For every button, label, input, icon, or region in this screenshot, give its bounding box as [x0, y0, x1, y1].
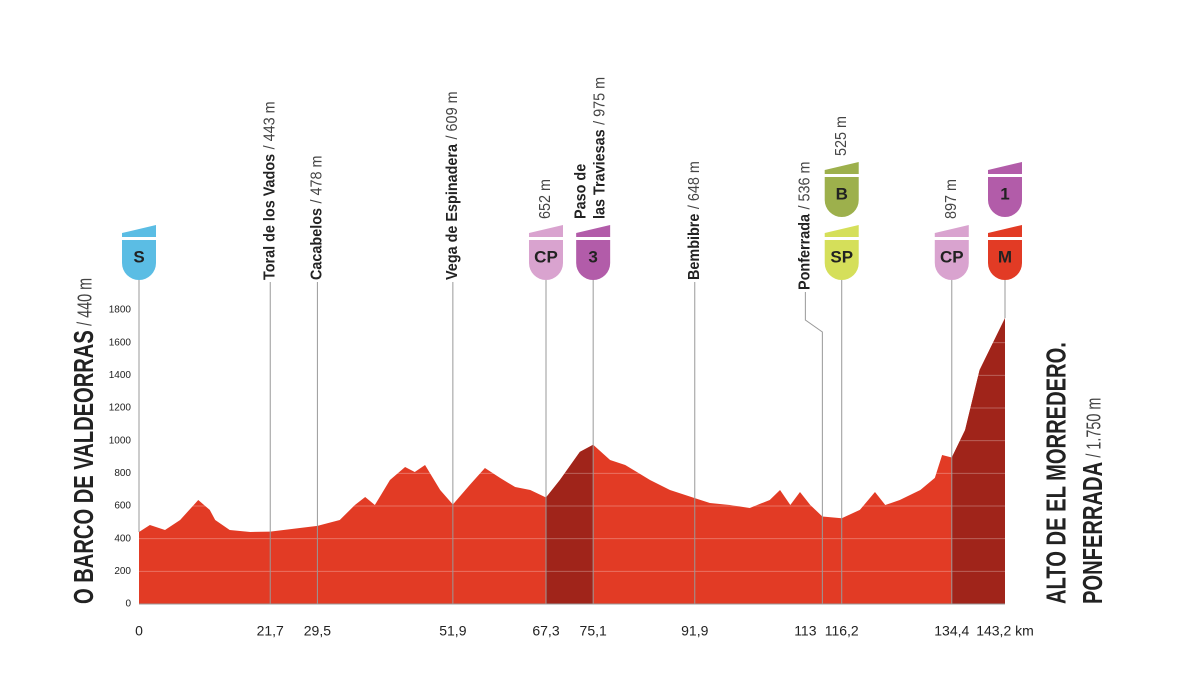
- y-tick-label: 200: [114, 566, 131, 577]
- x-tick-label: 134,4: [934, 623, 969, 639]
- climb-segment: [545, 444, 594, 604]
- x-tick-label: 29,5: [304, 623, 331, 639]
- waypoint-name: las Traviesas: [591, 129, 609, 219]
- badge-label: M: [998, 247, 1012, 266]
- waypoint-label: Ponferrada / 536 m: [796, 161, 814, 290]
- waypoint-name: Toral de los Vados: [261, 154, 279, 280]
- waypoint-name: Bembibre: [685, 214, 703, 280]
- waypoint-detail: / 648 m: [685, 161, 703, 209]
- badge-label: B: [836, 184, 848, 203]
- y-tick-label: 0: [125, 599, 131, 610]
- badge-shape: [988, 177, 1022, 217]
- waypoint-name: Cacabelos: [308, 208, 326, 280]
- badge-tab: [824, 162, 859, 174]
- climb-segment: [951, 318, 1005, 604]
- badge-tab: [528, 225, 563, 237]
- x-tick-label: 51,9: [439, 623, 466, 639]
- waypoint-detail: / 609 m: [443, 91, 461, 139]
- waypoint-detail: / 443 m: [261, 101, 279, 149]
- x-tick-label: 116,2: [825, 623, 859, 639]
- finish-title: ALTO DE EL MORREDERO.: [1041, 342, 1072, 604]
- badge-label: CP: [940, 247, 964, 266]
- badge-label: 3: [588, 247, 597, 266]
- waypoint-label: Bembibre / 648 m: [685, 161, 703, 280]
- badge-shape: [988, 240, 1022, 280]
- finish-detail: / 1.750 m: [1082, 398, 1105, 458]
- badge-tab: [122, 225, 156, 237]
- badge-tab: [576, 225, 611, 237]
- y-tick-label: 400: [114, 533, 131, 544]
- waypoint-label: Toral de los Vados / 443 m: [261, 101, 279, 280]
- badge: B: [824, 162, 859, 217]
- x-tick-label: 0: [135, 623, 143, 639]
- start-title: O BARCO DE VALDEORRAS / 440 m: [69, 278, 100, 604]
- waypoint-label: 525 m: [832, 116, 850, 156]
- finish-title: PONFERRADA / 1.750 m: [1078, 398, 1109, 604]
- waypoint-name: Ponferrada: [796, 213, 814, 290]
- y-tick-label: 1800: [109, 305, 132, 316]
- waypoint-detail: 525 m: [832, 116, 850, 156]
- waypoint-label: 652 m: [537, 179, 555, 219]
- badge-shape: [576, 240, 611, 280]
- badge-tab: [934, 225, 969, 237]
- finish-name: PONFERRADA: [1078, 462, 1109, 604]
- badge-shape: [934, 240, 969, 280]
- badge-tab: [824, 225, 859, 237]
- badge-shape: [824, 177, 859, 217]
- badge-label: S: [133, 247, 144, 266]
- badge: 1: [988, 162, 1022, 217]
- waypoint-name: Paso de: [572, 164, 590, 219]
- waypoint-name: Vega de Espinadera: [443, 143, 461, 280]
- waypoint-label: Paso delas Traviesas / 975 m: [572, 77, 609, 219]
- badge: 3: [576, 225, 611, 280]
- y-tick-label: 1000: [109, 435, 132, 446]
- y-tick-label: 1200: [109, 403, 132, 414]
- waypoint-detail: / 478 m: [308, 155, 326, 203]
- badge-shape: [528, 240, 563, 280]
- badge-label: CP: [534, 247, 558, 266]
- waypoint-detail: 897 m: [942, 179, 960, 219]
- waypoint-label: Cacabelos / 478 m: [308, 155, 326, 280]
- badge-label: SP: [830, 247, 853, 266]
- badge: CP: [934, 225, 969, 280]
- x-tick-label: 21,7: [257, 623, 284, 639]
- badge: S: [122, 225, 156, 280]
- badge-shape: [824, 240, 859, 280]
- x-tick-label: 113: [794, 623, 817, 639]
- badge: SP: [824, 225, 859, 280]
- waypoint-line: [804, 292, 823, 604]
- waypoint-detail: / 975 m: [591, 77, 609, 125]
- x-tick-label: 91,9: [681, 623, 708, 639]
- badge: M: [988, 225, 1022, 280]
- waypoint-detail: 652 m: [537, 179, 555, 219]
- x-tick-label: 143,2 km: [976, 623, 1034, 639]
- waypoint-label: 897 m: [942, 179, 960, 219]
- start-name: O BARCO DE VALDEORRAS: [69, 330, 100, 604]
- start-detail: / 440 m: [73, 278, 96, 326]
- waypoint-detail: / 536 m: [796, 161, 814, 209]
- y-tick-label: 1600: [109, 337, 132, 348]
- badge-shape: [122, 240, 156, 280]
- badge: CP: [528, 225, 563, 280]
- elevation-area: [139, 318, 1005, 604]
- badge-tab: [988, 225, 1022, 237]
- y-tick-label: 600: [114, 501, 131, 512]
- badge-label: 1: [1000, 184, 1009, 203]
- badge-tab: [988, 162, 1022, 174]
- waypoint-label: Vega de Espinadera / 609 m: [443, 91, 461, 280]
- y-tick-label: 1400: [109, 370, 132, 381]
- y-tick-label: 800: [114, 468, 131, 479]
- x-tick-label: 75,1: [580, 623, 607, 639]
- x-tick-label: 67,3: [532, 623, 559, 639]
